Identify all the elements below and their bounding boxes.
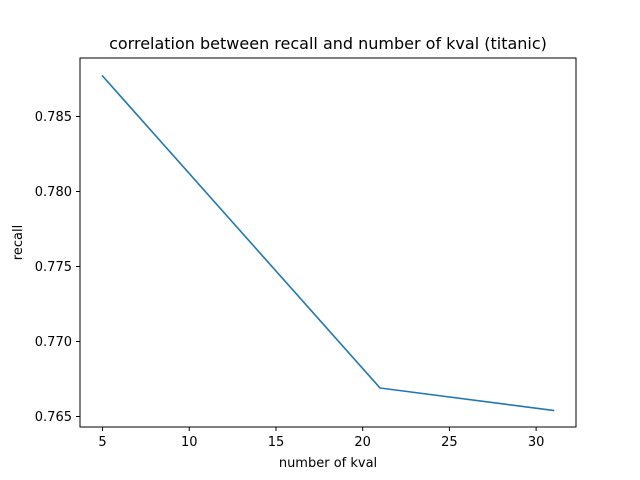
- y-tick-label: 0.785: [35, 110, 72, 125]
- chart-title: correlation between recall and number of…: [109, 34, 547, 53]
- x-tick-label: 15: [268, 435, 285, 450]
- y-tick-label: 0.770: [35, 335, 72, 350]
- x-tick-label: 5: [98, 435, 106, 450]
- y-tick-label: 0.775: [35, 260, 72, 275]
- y-tick-label: 0.780: [35, 185, 72, 200]
- x-tick-label: 10: [181, 435, 198, 450]
- x-tick-label: 25: [441, 435, 458, 450]
- x-tick-label: 20: [354, 435, 371, 450]
- x-tick-label: 30: [528, 435, 545, 450]
- axes-frame: [79, 57, 577, 428]
- plot-area: 5 10 15 20 25 30 0.765 0.770 0.775 0.780 0.785: [35, 74, 555, 450]
- y-tick-label: 0.765: [35, 410, 72, 425]
- x-axis-label: number of kval: [279, 456, 377, 471]
- series-line-0: [101, 74, 555, 412]
- y-axis-label: recall: [11, 225, 26, 260]
